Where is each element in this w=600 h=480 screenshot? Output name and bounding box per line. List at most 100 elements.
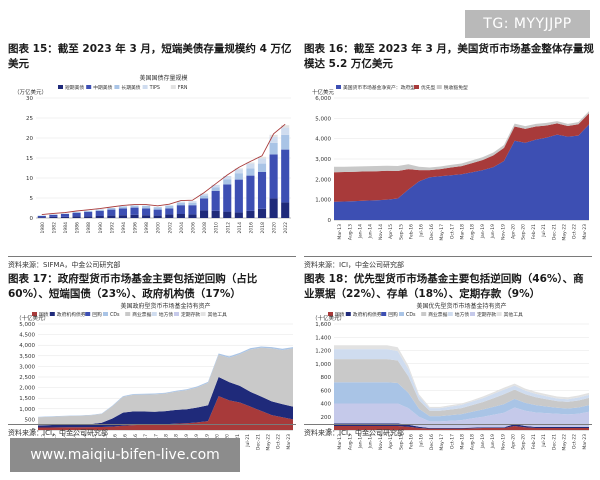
divider-16 xyxy=(304,256,592,257)
chart-15-legend-swatch xyxy=(86,85,92,89)
chart-15-bar xyxy=(37,216,46,218)
chart-17-legend-label: 定期存款 xyxy=(181,311,200,318)
chart-15-bar xyxy=(37,217,46,218)
chart-18-legend-label: 其他工具 xyxy=(504,311,523,318)
chart-15-bar xyxy=(246,175,255,211)
chart-17-legend-label: 政府机构债券 xyxy=(57,311,86,318)
chart-16-legend-swatch xyxy=(336,85,341,89)
chart-15-bar xyxy=(188,205,197,215)
chart-15-ytick: 10 xyxy=(26,176,33,182)
chart-15-source: 资料来源：SIFMA，中金公司研究部 xyxy=(8,261,121,269)
chart-15-bar xyxy=(72,216,81,218)
chart-17-ytick: 5,000 xyxy=(19,322,35,328)
chart-17-chart-title: 美国政府型货币市场基金持有资产 xyxy=(120,302,210,310)
chart-16-xtick: Feb-21 xyxy=(531,224,537,239)
chart-17-legend-swatch xyxy=(32,312,37,316)
chart-15-bar xyxy=(281,127,290,135)
chart-17-ytick: 1,500 xyxy=(19,396,35,402)
chart-15-bar xyxy=(60,216,70,218)
chart-15-bar xyxy=(269,198,278,218)
chart-16-ytick: 0 xyxy=(328,218,332,224)
chart-18-legend-label: 定期存款 xyxy=(477,311,496,318)
chart-15-bar xyxy=(246,168,255,176)
chart-17-legend-swatch xyxy=(125,312,131,316)
chart-15-bar xyxy=(281,202,290,218)
chart-18-xtick: Feb-21 xyxy=(531,434,537,449)
chart-17-ytick: 3,000 xyxy=(19,364,35,370)
chart-15-bar xyxy=(211,210,220,218)
chart-15-bar xyxy=(269,142,278,155)
chart-17-legend-swatch xyxy=(151,312,157,316)
chart-17-legend-label: 回购 xyxy=(92,311,102,318)
chart-15-bar xyxy=(165,206,174,209)
chart-17-legend-swatch xyxy=(49,312,55,316)
chart-15-bar xyxy=(130,207,139,215)
chart-15-bar xyxy=(107,208,116,210)
divider-15 xyxy=(8,256,296,257)
chart-15-xtick: 1988 xyxy=(86,222,92,234)
chart-17-xtick: Jul-21 xyxy=(245,434,251,448)
chart-15-ytick: 5 xyxy=(30,196,34,202)
chart-15-xtick: 2002 xyxy=(167,222,173,234)
chart-15-total-line xyxy=(41,123,286,216)
chart-15-bar xyxy=(142,208,151,216)
chart-15-xtick: 2004 xyxy=(179,222,185,234)
chart-15-xtick: 1980 xyxy=(40,222,46,234)
chart-17-series-2-area xyxy=(38,347,293,426)
chart-17-series-0-area xyxy=(38,396,293,430)
chart-15-ytick: 0 xyxy=(30,216,34,222)
chart-15-bar xyxy=(130,205,139,208)
chart-17-legend-label: 国债 xyxy=(39,311,49,318)
chart-15-bar xyxy=(165,205,174,206)
chart-18-xtick: Aug-13 xyxy=(347,434,353,450)
chart-16-series-1-area xyxy=(334,113,589,202)
chart-16-xtick: May-17 xyxy=(439,224,445,241)
chart-17-legend-swatch xyxy=(174,312,179,316)
chart-15-legend-label: 中期美债 xyxy=(93,84,112,91)
chart-15-bar xyxy=(188,214,197,218)
chart-16-legend-label: 美国货币市场基金净资产：政府型 xyxy=(343,84,415,91)
chart-16-ytick: 3,000 xyxy=(315,157,331,163)
chart-15-bar xyxy=(200,193,209,196)
chart-18-xtick: Feb-16 xyxy=(409,434,415,449)
chart-15-xtick: 2022 xyxy=(283,222,289,234)
chart-18-legend-swatch xyxy=(496,312,502,316)
chart-18-xtick: Mar-13 xyxy=(337,434,343,450)
chart-18-xtick: Jun-19 xyxy=(490,434,496,450)
chart-18-legend-label: 地方债 xyxy=(455,311,470,318)
chart-18-xtick: Sep-15 xyxy=(398,434,404,450)
chart-16-xtick: Sep-20 xyxy=(521,224,527,240)
divider-17 xyxy=(8,424,296,425)
chart-15-legend-swatch xyxy=(170,85,176,89)
chart-15-bar xyxy=(246,163,255,169)
panel-chart-18: 图表 18：优先型货币市场基金主要包括逆回购（46%）、商业票据（22%）、存单… xyxy=(304,244,594,452)
chart-18-ytick: 1,400 xyxy=(315,335,331,341)
chart-18-xtick: Apr-20 xyxy=(511,434,517,449)
chart-17-ytick: 2,500 xyxy=(19,375,35,381)
chart-18-ytick: 800 xyxy=(321,375,332,381)
chart-16-xtick: Feb-16 xyxy=(409,224,415,239)
chart-15-bar xyxy=(142,215,151,218)
chart-15-xtick: 2008 xyxy=(202,222,208,234)
chart-18-series-2-area xyxy=(334,403,589,429)
panel-chart-15: 图表 15：截至 2023 年 3 月，短端美债存量规模约 4 万亿美元 美国国… xyxy=(8,42,298,252)
chart-16-xtick: Jul-16 xyxy=(419,224,425,238)
chart-16-xtick: Nov-14 xyxy=(378,224,384,240)
chart-15-bar xyxy=(223,176,232,180)
chart-15-bar xyxy=(257,208,267,218)
chart-15-bar xyxy=(223,184,232,212)
chart-15-bar xyxy=(257,163,267,172)
chart-15-bar xyxy=(211,190,220,211)
chart-17-ytick: 4,500 xyxy=(19,333,35,339)
chart-15-xtick: 2014 xyxy=(237,222,243,234)
chart-15-bar xyxy=(269,134,278,137)
chart-15-xtick: 2000 xyxy=(156,222,162,234)
chart-15-bar xyxy=(223,211,232,218)
chart-17-unit: （十亿美元） xyxy=(16,314,49,322)
chart-18-ytick: 400 xyxy=(321,402,332,408)
chart-15-ytick: 25 xyxy=(26,116,33,122)
chart-15-bar xyxy=(188,201,197,203)
chart-15-bar xyxy=(95,216,104,218)
